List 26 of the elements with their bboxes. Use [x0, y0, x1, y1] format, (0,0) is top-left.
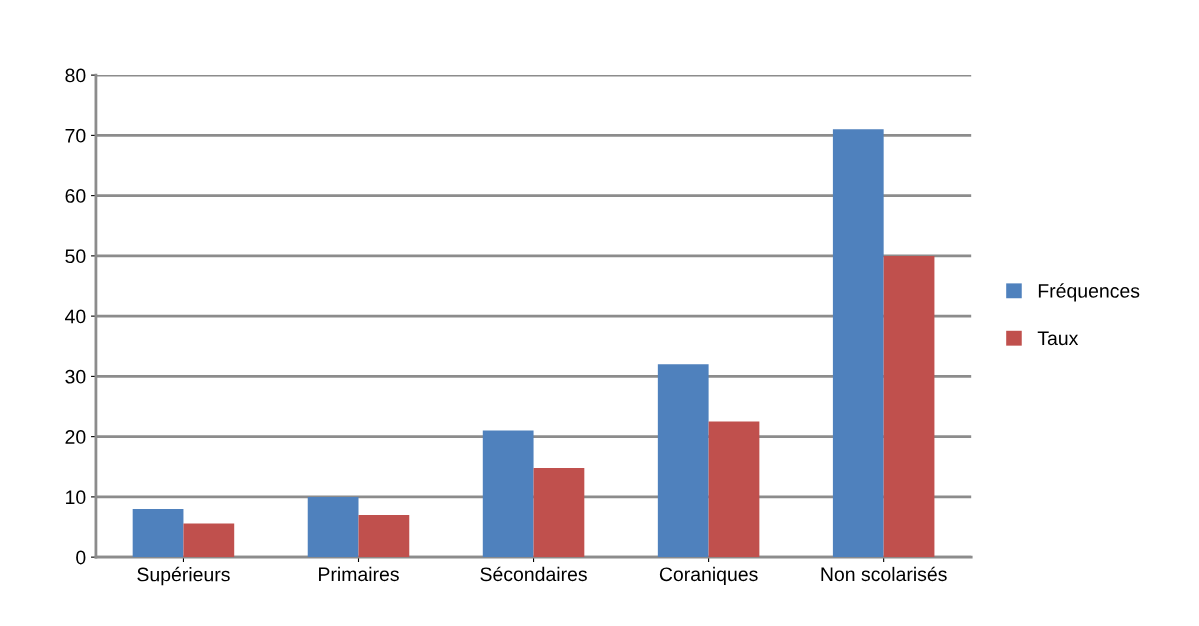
- x-tick-label: Primaires: [319, 566, 399, 582]
- legend-label: Taux: [1037, 331, 1079, 346]
- x-tick-label: Non scolarisés: [821, 566, 947, 582]
- bar: [307, 496, 359, 558]
- x-tick-label: Sécondaires: [480, 566, 587, 582]
- bar: [657, 364, 709, 558]
- y-tick-label: 50: [65, 249, 86, 264]
- legend-label: Fréquences: [1038, 283, 1140, 302]
- y-tick-label: 60: [65, 189, 86, 203]
- y-tick-label: 30: [65, 369, 86, 384]
- bar: [883, 255, 935, 558]
- y-tick-label: 80: [65, 68, 86, 83]
- bar: [132, 508, 184, 558]
- bar: [482, 430, 534, 558]
- y-tick-label: 40: [65, 309, 86, 324]
- bar: [358, 514, 410, 558]
- bar: [183, 523, 235, 558]
- y-tick-label: 0: [76, 550, 86, 565]
- y-tick-label: 20: [65, 430, 86, 444]
- x-tick-label: Coraniques: [659, 566, 758, 585]
- bar: [708, 421, 760, 558]
- y-tick-label: 10: [66, 490, 86, 505]
- bar: [832, 129, 884, 558]
- y-tick-label: 70: [65, 128, 86, 143]
- bar: [533, 467, 585, 558]
- x-tick-label: Supérieurs: [137, 566, 230, 586]
